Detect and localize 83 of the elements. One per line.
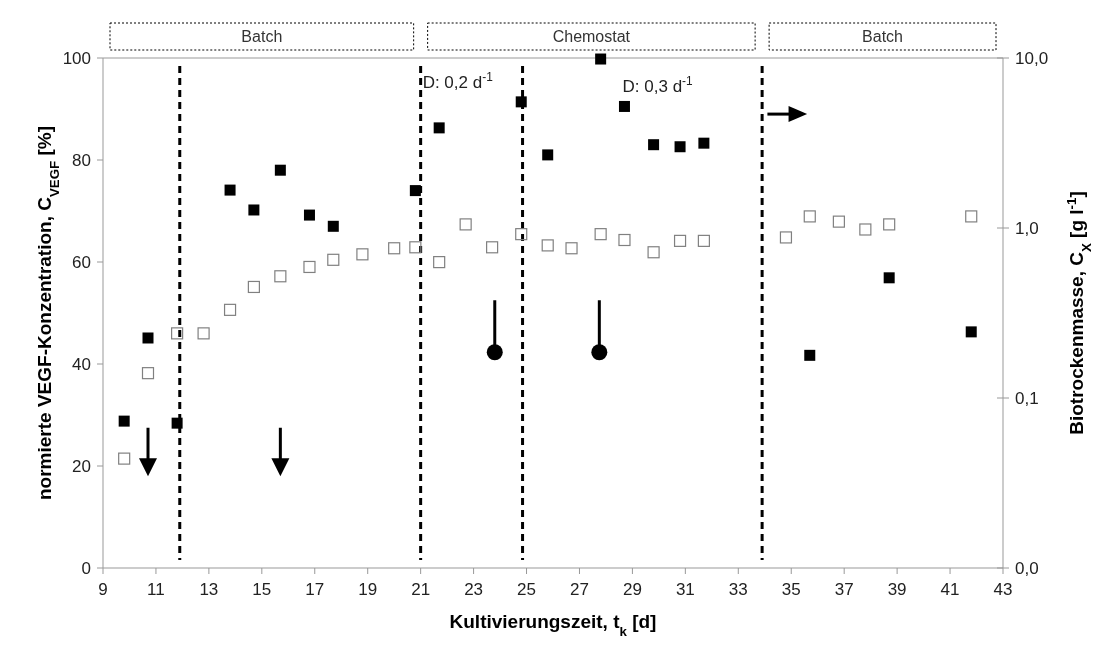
point bbox=[433, 122, 445, 134]
x-tick-label: 35 bbox=[781, 580, 801, 599]
point bbox=[779, 231, 793, 244]
point bbox=[859, 223, 872, 236]
point bbox=[648, 139, 660, 151]
point bbox=[356, 248, 369, 261]
point bbox=[515, 96, 527, 108]
y2-tick-label: 0,1 bbox=[1015, 389, 1039, 408]
point bbox=[409, 185, 421, 197]
annotation: D: 0,2 d$^{-1}$ bbox=[422, 70, 494, 92]
x-tick-label: 33 bbox=[728, 580, 748, 599]
point bbox=[327, 253, 340, 266]
point bbox=[594, 228, 607, 241]
x-tick-label: 9 bbox=[98, 580, 108, 599]
point bbox=[565, 242, 578, 255]
point bbox=[303, 209, 315, 221]
point bbox=[647, 246, 660, 259]
point bbox=[803, 210, 816, 223]
point bbox=[883, 218, 896, 231]
point bbox=[486, 241, 499, 254]
x-tick-label: 39 bbox=[887, 580, 907, 599]
text: Batch bbox=[862, 28, 904, 45]
point bbox=[248, 204, 260, 216]
x-tick-label: 15 bbox=[252, 580, 272, 599]
point bbox=[388, 242, 401, 255]
text: Batch bbox=[241, 28, 283, 45]
point bbox=[965, 326, 977, 338]
point bbox=[327, 220, 339, 232]
y-tick-label: 40 bbox=[72, 355, 91, 374]
point bbox=[883, 272, 895, 284]
point bbox=[118, 452, 131, 465]
x-tick-label: 29 bbox=[622, 580, 642, 599]
x-tick-label: 31 bbox=[675, 580, 695, 599]
point bbox=[142, 332, 154, 344]
y2-tick-label: 10,0 bbox=[1015, 49, 1049, 68]
x-tick-label: 21 bbox=[411, 580, 431, 599]
y2-tick-label: 0,0 bbox=[1015, 559, 1039, 578]
x-tick-label: 17 bbox=[305, 580, 325, 599]
y-tick-label: 100 bbox=[62, 49, 91, 68]
x-axis-title: Kultivierungszeit, t$_{k}$ [d] bbox=[449, 611, 657, 639]
text: Chemostat bbox=[552, 28, 631, 45]
x-tick-label: 19 bbox=[358, 580, 378, 599]
point bbox=[433, 256, 446, 269]
point bbox=[542, 149, 554, 161]
point bbox=[804, 349, 816, 361]
point bbox=[673, 234, 687, 247]
point bbox=[618, 233, 631, 247]
point bbox=[965, 210, 978, 223]
point bbox=[197, 327, 210, 340]
point bbox=[141, 367, 155, 380]
point bbox=[247, 280, 260, 294]
point bbox=[171, 417, 183, 429]
point bbox=[459, 218, 472, 231]
x-tick-label: 37 bbox=[834, 580, 854, 599]
x-tick-label: 13 bbox=[199, 580, 219, 599]
annotation: D: 0,3 d$^{-1}$ bbox=[622, 74, 694, 96]
point bbox=[541, 239, 554, 252]
point bbox=[274, 270, 287, 283]
point bbox=[223, 303, 237, 316]
x-tick-label: 23 bbox=[464, 580, 484, 599]
x-tick-label: 41 bbox=[940, 580, 960, 599]
x-tick-label: 25 bbox=[517, 580, 536, 599]
point bbox=[515, 228, 528, 241]
point bbox=[618, 100, 630, 112]
point bbox=[274, 164, 286, 176]
point bbox=[224, 184, 236, 196]
point bbox=[832, 215, 845, 228]
y-tick-label: 20 bbox=[72, 457, 91, 476]
point bbox=[409, 241, 422, 254]
point bbox=[595, 53, 607, 65]
y-tick-label: 0 bbox=[81, 559, 91, 578]
x-tick-label: 11 bbox=[147, 580, 165, 599]
y-tick-label: 80 bbox=[72, 151, 91, 170]
point bbox=[698, 137, 710, 149]
x-tick-label: 27 bbox=[570, 580, 589, 599]
point bbox=[303, 260, 316, 274]
y-tick-label: 60 bbox=[72, 253, 91, 272]
y2-tick-label: 1,0 bbox=[1015, 219, 1039, 238]
point bbox=[697, 234, 710, 247]
point bbox=[118, 415, 130, 427]
x-tick-label: 43 bbox=[993, 580, 1013, 599]
point bbox=[171, 327, 184, 340]
point bbox=[674, 141, 686, 153]
